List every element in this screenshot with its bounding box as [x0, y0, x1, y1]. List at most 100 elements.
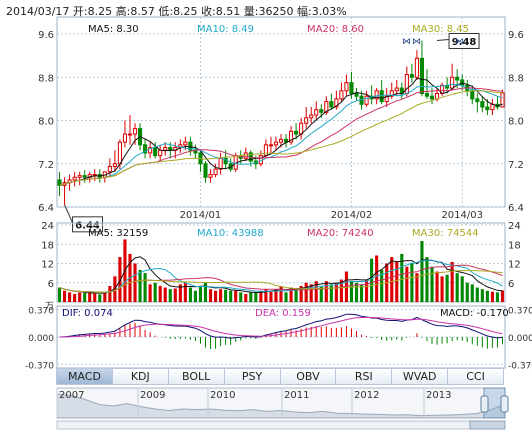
- navigator-year-label: 2011: [284, 390, 309, 401]
- tab-macd[interactable]: MACD: [56, 368, 113, 385]
- volume-bar: [178, 284, 182, 302]
- tab-psy[interactable]: PSY: [224, 368, 281, 385]
- low-value: 8.25: [173, 5, 198, 18]
- candle-body: [460, 79, 465, 86]
- tab-obv[interactable]: OBV: [280, 368, 337, 385]
- candle-body: [384, 95, 389, 103]
- volume-bar: [83, 293, 87, 302]
- tab-cci[interactable]: CCI: [448, 368, 504, 385]
- volume-ma-legend: MA30: 74544: [412, 228, 479, 239]
- candle-body: [223, 157, 228, 165]
- date-tick-label: 2014/01: [180, 210, 222, 221]
- volume-value: 36250: [258, 5, 294, 18]
- candle-body: [263, 144, 268, 157]
- ma30-line: [59, 90, 503, 186]
- close-label: 收:: [201, 5, 216, 18]
- volume-bar: [264, 289, 268, 302]
- volume-bar: [349, 281, 354, 302]
- tab-kdj[interactable]: KDJ: [112, 368, 169, 385]
- candle-body: [208, 174, 213, 178]
- change-label: 幅:: [297, 5, 312, 18]
- indicator-tabs: MACD KDJ BOLL PSY OBV RSI WVAD CCI: [56, 368, 504, 385]
- close-value: 8.51: [215, 5, 241, 18]
- macd-tick-left: -0.370: [25, 361, 54, 371]
- volume-bar: [118, 257, 122, 302]
- navigator-right-handle[interactable]: [500, 395, 509, 413]
- navigator-scroll-thumb[interactable]: [469, 420, 506, 430]
- volume-bar: [158, 285, 162, 302]
- volume-bar: [395, 261, 399, 302]
- volume-bar: [415, 273, 419, 302]
- candle-body: [309, 114, 314, 119]
- volume-bar: [460, 276, 464, 302]
- price-panel-frame: [56, 16, 506, 208]
- volume-bar: [470, 284, 474, 302]
- volume-unit-label: 万: [45, 302, 54, 312]
- candle-body: [268, 144, 273, 147]
- volume-bar: [289, 287, 293, 302]
- volume-ma-legend: MA10: 43988: [197, 228, 264, 239]
- vol-ma30-line: [59, 270, 503, 293]
- volume-bar: [299, 285, 303, 302]
- volume-bar: [163, 287, 167, 302]
- candle-body: [354, 92, 359, 97]
- volume-bar: [440, 276, 444, 302]
- ma10-line: [59, 83, 503, 186]
- candle-body: [183, 141, 188, 146]
- volume-bar: [224, 289, 228, 302]
- volume-bar: [203, 282, 208, 302]
- volume-bar: [375, 255, 379, 302]
- volume-bar: [490, 291, 494, 302]
- candle-body: [389, 90, 394, 97]
- volume-bar: [239, 292, 243, 302]
- candle-body: [117, 141, 122, 165]
- candle-body: [107, 165, 112, 173]
- candle-body: [148, 147, 153, 154]
- volume-bar: [390, 257, 394, 302]
- navigator-year-label: 2009: [140, 390, 165, 401]
- macd-legend: DEA: 0.159: [255, 308, 311, 319]
- candle-body: [258, 155, 263, 165]
- volume-bar: [62, 290, 67, 302]
- volume-bar: [68, 292, 72, 302]
- volume-bar: [324, 281, 328, 302]
- volume-bar: [249, 292, 253, 302]
- volume-label: 量:: [243, 5, 259, 18]
- volume-bar: [319, 285, 323, 302]
- volume-bar: [334, 282, 338, 302]
- volume-bar: [354, 282, 359, 302]
- volume-tick-right: 18: [508, 240, 521, 251]
- candle-body: [243, 152, 248, 159]
- candle-body: [455, 76, 460, 81]
- date-tick-label: 2014/02: [331, 210, 373, 221]
- macd-tick-right: -0.370: [508, 361, 532, 371]
- volume-bar: [173, 288, 177, 302]
- tab-boll[interactable]: BOLL: [168, 368, 225, 385]
- volume-ma-legend: MA5: 32159: [88, 228, 148, 239]
- candle-body: [158, 149, 163, 157]
- candle-body: [188, 141, 193, 151]
- macd-legend: DIF: 0.074: [62, 308, 113, 319]
- volume-bar: [274, 289, 278, 302]
- volume-tick-left: 18: [41, 240, 54, 251]
- navigator-left-handle[interactable]: [480, 395, 489, 413]
- volume-bar: [188, 287, 192, 302]
- tab-wvad[interactable]: WVAD: [392, 368, 449, 385]
- candle-body: [314, 109, 319, 116]
- price-tick-left: 7.2: [38, 160, 54, 171]
- volume-bar: [88, 292, 92, 302]
- candle-body: [379, 90, 384, 103]
- vol-ma10-line: [59, 259, 503, 293]
- candle-body: [294, 130, 299, 135]
- macd-tick-right: 0.370: [508, 307, 532, 317]
- volume-bar: [500, 290, 505, 302]
- candle-body: [299, 122, 304, 135]
- tab-rsi[interactable]: RSI: [336, 368, 393, 385]
- volume-bar: [208, 289, 213, 302]
- annotation-leader: [64, 204, 74, 224]
- price-ma-legend: MA30: 8.45: [412, 24, 469, 35]
- volume-bar: [133, 263, 137, 302]
- quote-info-bar: 2014/03/17 开:8.25 高:8.57 低:8.25 收:8.51 量…: [6, 3, 347, 19]
- candle-body: [127, 133, 133, 136]
